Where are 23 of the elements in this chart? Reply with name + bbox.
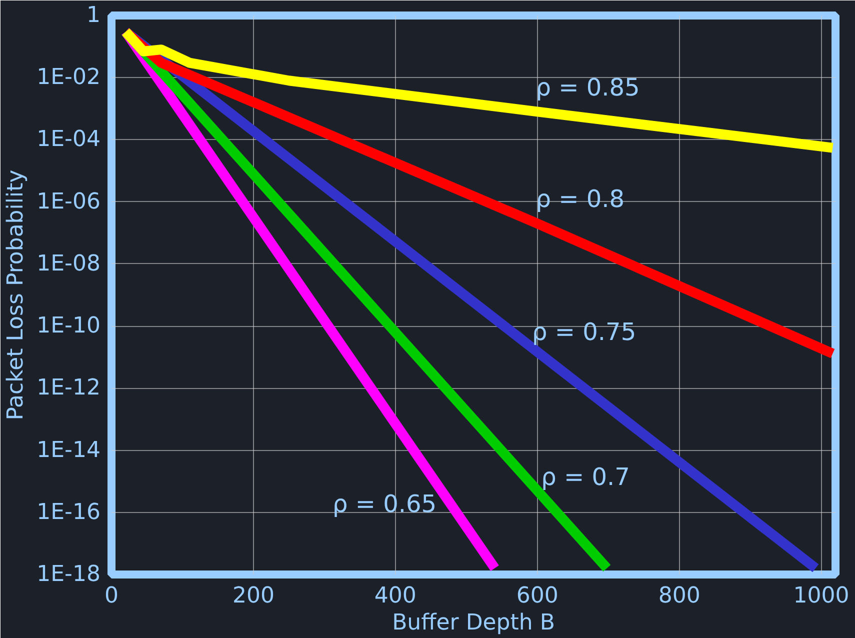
y-tick-label: 1E-02 — [36, 65, 101, 90]
series-label: ρ = 0.65 — [332, 490, 437, 518]
y-tick-label: 1E-06 — [36, 189, 101, 214]
y-tick-label: 1E-14 — [36, 438, 101, 463]
y-tick-label: 1E-10 — [36, 314, 101, 339]
x-tick-label: 0 — [104, 584, 118, 608]
x-tick-label: 600 — [516, 584, 558, 608]
x-tick-label: 200 — [232, 584, 274, 608]
y-tick-label: 1E-08 — [36, 251, 101, 276]
y-tick-label: 1E-04 — [36, 127, 101, 152]
series-label: ρ = 0.7 — [541, 462, 630, 491]
y-tick-label: 1E-12 — [36, 376, 101, 401]
y-axis-title: Packet Loss Probability — [4, 170, 29, 420]
x-tick-label: 800 — [658, 584, 700, 608]
y-tick-label: 1 — [86, 3, 101, 28]
x-axis-title: Buffer Depth B — [392, 610, 555, 636]
x-tick-label: 400 — [374, 584, 416, 608]
series-label: ρ = 0.75 — [532, 318, 636, 346]
y-tick-label: 1E-18 — [36, 562, 101, 587]
x-tick-label: 1000 — [793, 584, 850, 608]
series-label: ρ = 0.8 — [536, 184, 625, 213]
series-label: ρ = 0.85 — [536, 73, 640, 102]
y-tick-label: 1E-16 — [36, 500, 101, 525]
